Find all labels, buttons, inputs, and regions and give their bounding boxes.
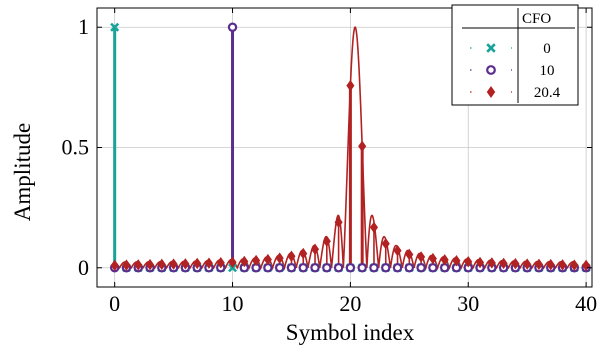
legend-label: 10 — [540, 63, 555, 79]
marker-series-20-4 — [240, 255, 249, 268]
marker-series-10 — [333, 263, 344, 273]
marker-series-20-4 — [228, 256, 237, 268]
legend-box — [451, 4, 579, 106]
y-tick-label: 0 — [78, 255, 89, 280]
marker-series-20-4 — [405, 248, 414, 261]
marker-series-20-4 — [358, 140, 367, 153]
marker-series-10 — [274, 263, 285, 273]
x-tick-label: 0 — [109, 291, 120, 316]
marker-series-20-4 — [322, 235, 331, 248]
marker-series-20-4 — [169, 258, 178, 270]
marker-series-20-4 — [464, 256, 473, 268]
y-axis-label: Amplitude — [10, 123, 35, 221]
marker-series-20-4 — [440, 254, 449, 266]
marker-series-20-4 — [511, 257, 520, 270]
legend-swatch-marker — [486, 86, 496, 98]
curve-layer — [114, 26, 575, 271]
legend: CFO 0 10 20.4 — [451, 4, 579, 106]
legend-label: 0 — [543, 41, 551, 57]
marker-series-20-4 — [122, 259, 131, 271]
legend-entries: 0 10 20.4 — [470, 41, 561, 101]
marker-series-20-4 — [216, 256, 225, 269]
marker-series-10 — [428, 263, 438, 273]
marker-series-20-4 — [499, 257, 508, 270]
marker-series-20-4 — [558, 259, 567, 271]
marker-series-10 — [381, 263, 391, 273]
marker-series-20-4 — [570, 259, 579, 271]
marker-series-20-4 — [452, 255, 461, 267]
marker-series-20-4 — [393, 244, 402, 257]
marker-series-10 — [286, 263, 297, 273]
marker-series-20-4 — [134, 259, 143, 271]
marker-series-20-4 — [263, 253, 272, 266]
marker-series-20-4 — [487, 257, 496, 269]
legend-entry: 0 — [470, 41, 551, 57]
marker-series-20-4 — [181, 258, 190, 270]
x-tick-label: 40 — [575, 291, 597, 316]
marker-series-20-4 — [428, 252, 437, 265]
marker-series-10 — [310, 263, 320, 273]
legend-entry: 20.4 — [470, 85, 561, 101]
x-axis-label: Symbol index — [286, 320, 415, 345]
y-tick-label: 0.5 — [62, 135, 90, 160]
marker-series-20-4 — [334, 216, 343, 229]
marker-series-10 — [345, 263, 356, 273]
marker-series-10 — [369, 263, 379, 273]
legend-title: CFO — [522, 11, 551, 27]
marker-series-20-4 — [252, 254, 261, 267]
marker-series-10 — [404, 263, 415, 273]
marker-series-10 — [227, 22, 238, 32]
x-tick-label: 20 — [339, 291, 361, 316]
x-tick-label: 10 — [222, 291, 244, 316]
marker-series-20-4 — [193, 257, 202, 270]
marker-series-20-4 — [546, 258, 555, 271]
marker-series-20-4 — [369, 221, 378, 234]
marker-series-20-4 — [523, 258, 532, 270]
marker-series-20-4 — [311, 243, 320, 255]
marker-series-10 — [392, 263, 403, 273]
marker-series-20-4 — [204, 257, 213, 269]
marker-series-20-4 — [275, 252, 284, 264]
marker-series-20-4 — [299, 247, 308, 260]
marker-series-10 — [322, 263, 332, 273]
legend-label: 20.4 — [534, 85, 561, 101]
markers — [109, 22, 591, 273]
legend-swatch-marker — [486, 65, 496, 75]
legend-entry: 10 — [470, 63, 555, 79]
marker-series-20-4 — [146, 258, 155, 271]
marker-series-20-4 — [110, 259, 119, 272]
legend-swatch-marker — [486, 43, 496, 53]
marker-series-20-4 — [346, 79, 355, 92]
x-tick-label: 30 — [457, 291, 479, 316]
marker-series-20-4 — [417, 251, 426, 263]
marker-series-20-4 — [287, 250, 296, 262]
marker-series-20-4 — [476, 256, 485, 269]
marker-series-0 — [110, 22, 120, 32]
y-tick-label: 1 — [78, 14, 89, 39]
marker-series-20-4 — [534, 258, 543, 271]
marker-series-10 — [357, 263, 367, 273]
series-20-4-curve — [114, 26, 575, 271]
marker-series-20-4 — [157, 258, 166, 271]
marker-series-20-4 — [381, 237, 390, 250]
marker-series-10 — [416, 263, 426, 273]
marker-series-10 — [298, 263, 308, 273]
ticks: 0 10 20 30 40 0 0.5 1 — [62, 8, 597, 316]
